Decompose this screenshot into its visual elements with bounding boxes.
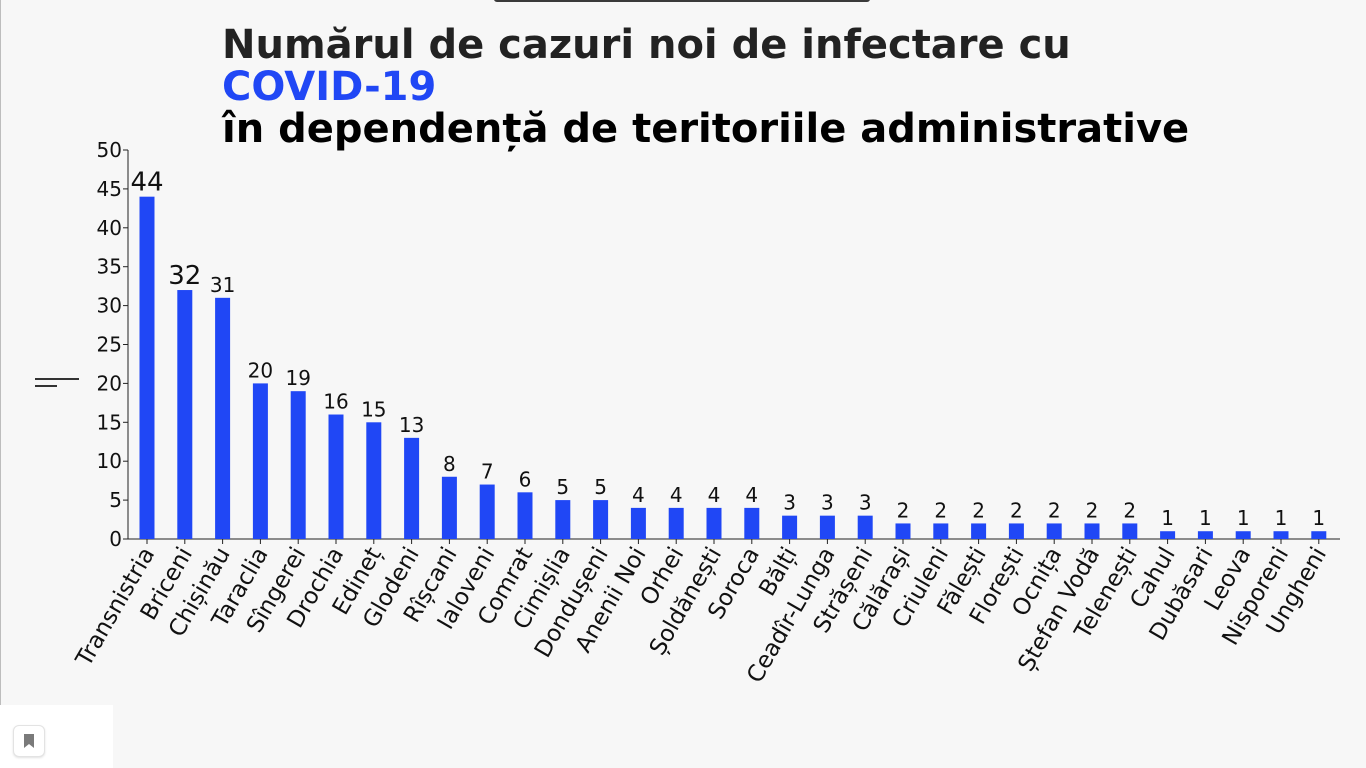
data-label: 19 [285,366,310,390]
bar [668,507,684,539]
window-border [0,0,1,768]
data-label: 2 [934,498,947,522]
data-label: 1 [1275,506,1288,530]
bar [895,523,911,539]
data-label: 1 [1237,506,1250,530]
data-label: 1 [1161,506,1174,530]
data-label: 2 [972,498,985,522]
bar [1311,531,1327,539]
data-label: 7 [481,460,494,484]
bar [215,297,231,539]
bookmark-panel [0,705,113,768]
bar [1197,531,1213,539]
data-label: 2 [897,498,910,522]
bar [479,484,495,539]
bar [555,500,571,539]
bar [744,507,760,539]
bar [819,515,835,539]
bookmark-button[interactable] [13,725,45,757]
bar [1084,523,1100,539]
data-label: 5 [594,475,607,499]
bar [328,414,344,539]
y-tick-label: 25 [97,333,122,357]
y-tick-label: 20 [97,371,122,395]
y-tick-label: 10 [97,449,122,473]
bar [366,422,382,539]
y-tick-label: 0 [109,527,122,551]
data-label: 6 [519,467,532,491]
data-label: 44 [130,168,163,198]
y-tick-label: 45 [97,177,122,201]
top-handle [494,0,870,2]
bar [252,383,268,539]
bar [593,500,609,539]
bar [404,437,420,539]
bookmark-icon [24,734,34,748]
bar [630,507,646,539]
data-label: 4 [632,483,645,507]
bar [1046,523,1062,539]
y-tick-label: 15 [97,410,122,434]
y-tick-label: 50 [97,138,122,162]
menu-lines-icon[interactable] [35,376,81,390]
data-label: 13 [399,413,424,437]
data-label: 32 [168,261,201,291]
data-label: 3 [783,491,796,515]
title-line-3: în dependență de teritoriile administrat… [222,106,1190,152]
bar [441,476,457,539]
data-label: 15 [361,397,386,421]
bar [177,290,193,539]
y-tick-label: 5 [109,488,122,512]
y-tick-label: 35 [97,255,122,279]
bar [971,523,987,539]
data-label: 5 [556,475,569,499]
data-label: 2 [1123,498,1136,522]
title-line-2: COVID-19 [222,64,437,110]
bar [857,515,873,539]
bar [1008,523,1024,539]
data-label: 1 [1199,506,1212,530]
bar [706,507,722,539]
data-label: 4 [670,483,683,507]
y-tick-label: 30 [97,294,122,318]
data-label: 2 [1048,498,1061,522]
data-label: 20 [248,358,273,382]
data-label: 2 [1010,498,1023,522]
data-label: 2 [1086,498,1099,522]
bar [517,492,533,539]
bar [933,523,949,539]
data-label: 4 [745,483,758,507]
bar [1160,531,1176,539]
chart-title: Numărul de cazuri noi de infectare cu CO… [222,24,1189,150]
title-line-1: Numărul de cazuri noi de infectare cu [222,22,1071,68]
y-tick-label: 40 [97,216,122,240]
bar [290,391,306,539]
bar [1273,531,1289,539]
bar [139,196,155,539]
data-label: 8 [443,452,456,476]
bar [1235,531,1251,539]
data-label: 31 [210,273,235,297]
data-label: 3 [821,491,834,515]
data-label: 16 [323,390,348,414]
bar [782,515,798,539]
data-label: 3 [859,491,872,515]
data-label: 1 [1312,506,1325,530]
bar [1122,523,1138,539]
data-label: 4 [708,483,721,507]
